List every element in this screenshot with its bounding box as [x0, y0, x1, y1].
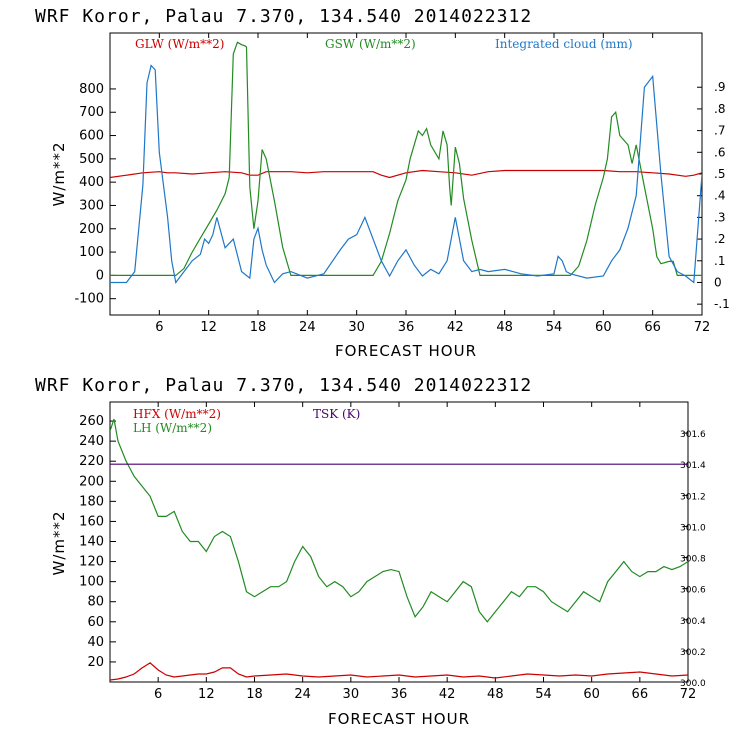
- x-tick-label: 36: [391, 687, 408, 702]
- right-tick-label: .6: [714, 145, 725, 159]
- chart-panel-2: WRF Koror, Palau 7.370, 134.540 20140223…: [35, 375, 706, 728]
- series-line-1: [110, 662, 688, 681]
- legend-entry: HFX (W/m**2): [133, 407, 221, 421]
- x-tick-label: 12: [198, 687, 215, 702]
- x-tick-label: 72: [694, 320, 711, 335]
- y-tick-label: 300: [79, 198, 104, 213]
- y-tick-label: 200: [79, 474, 104, 489]
- right-tick-label: -.1: [714, 297, 730, 311]
- x-tick-label: 42: [439, 687, 456, 702]
- series-line-3: [110, 64, 702, 284]
- x-tick-label: 42: [447, 320, 464, 335]
- right-tick-label: 301.0: [680, 523, 706, 533]
- y-tick-label: 60: [87, 615, 104, 630]
- series-line-2: [110, 41, 702, 276]
- y-tick-label: 800: [79, 82, 104, 97]
- right-tick-label: 300.4: [680, 617, 706, 627]
- x-tick-label: 66: [632, 687, 649, 702]
- y-axis-label: W/m**2: [50, 141, 68, 206]
- x-tick-label: 30: [343, 687, 360, 702]
- x-tick-label: 36: [398, 320, 415, 335]
- y-tick-label: 240: [79, 434, 104, 449]
- right-tick-label: .9: [714, 80, 725, 94]
- right-tick-label: 301.6: [680, 430, 706, 440]
- legend-entry: TSK (K): [313, 407, 360, 421]
- x-tick-label: 60: [583, 687, 600, 702]
- y-tick-label: 100: [79, 575, 104, 590]
- y-tick-label: 180: [79, 494, 104, 509]
- y-tick-label: 160: [79, 514, 104, 529]
- legend-entry: LH (W/m**2): [133, 421, 212, 435]
- x-tick-label: 54: [546, 320, 563, 335]
- x-tick-label: 66: [644, 320, 661, 335]
- x-tick-label: 18: [246, 687, 263, 702]
- series-line-1: [110, 169, 702, 179]
- right-tick-label: .1: [714, 254, 725, 268]
- x-tick-label: 6: [155, 320, 163, 335]
- y-tick-label: 500: [79, 152, 104, 167]
- y-tick-label: 700: [79, 105, 104, 120]
- y-tick-label: 40: [87, 635, 104, 650]
- x-tick-label: 60: [595, 320, 612, 335]
- right-tick-label: .5: [714, 167, 725, 181]
- right-tick-label: .2: [714, 232, 725, 246]
- y-tick-label: 400: [79, 175, 104, 190]
- right-tick-label: .8: [714, 102, 725, 116]
- legend-entry: GLW (W/m**2): [135, 37, 224, 51]
- right-tick-label: 301.4: [680, 461, 706, 471]
- x-tick-label: 18: [250, 320, 267, 335]
- y-tick-label: 100: [79, 245, 104, 260]
- y-tick-label: 140: [79, 534, 104, 549]
- right-tick-label: 0: [714, 275, 722, 289]
- right-tick-label: .7: [714, 124, 725, 138]
- x-tick-label: 24: [294, 687, 311, 702]
- y-axis-label: W/m**2: [50, 510, 68, 575]
- chart-title: WRF Koror, Palau 7.370, 134.540 20140223…: [35, 375, 532, 396]
- y-tick-label: 200: [79, 222, 104, 237]
- x-tick-label: 24: [299, 320, 316, 335]
- right-tick-label: 300.6: [680, 586, 706, 596]
- x-tick-label: 54: [535, 687, 552, 702]
- x-tick-label: 48: [496, 320, 513, 335]
- legend-entry: GSW (W/m**2): [325, 37, 416, 51]
- series-line-2: [110, 418, 688, 623]
- x-tick-label: 12: [200, 320, 217, 335]
- x-tick-label: 72: [680, 687, 697, 702]
- y-tick-label: -100: [74, 292, 104, 307]
- x-axis-label: FORECAST HOUR: [335, 342, 477, 360]
- right-tick-label: 300.8: [680, 555, 706, 565]
- chart-title: WRF Koror, Palau 7.370, 134.540 20140223…: [35, 6, 532, 27]
- right-tick-label: 301.2: [680, 492, 706, 502]
- right-tick-label: 300.0: [680, 679, 706, 689]
- x-tick-label: 48: [487, 687, 504, 702]
- y-tick-label: 120: [79, 555, 104, 570]
- right-tick-label: 300.2: [680, 648, 706, 658]
- y-tick-label: 80: [87, 595, 104, 610]
- right-tick-label: .4: [714, 189, 725, 203]
- y-tick-label: 220: [79, 454, 104, 469]
- x-tick-label: 6: [154, 687, 162, 702]
- x-tick-label: 30: [348, 320, 365, 335]
- chart-panel-1: WRF Koror, Palau 7.370, 134.540 20140223…: [35, 6, 730, 360]
- legend-entry: Integrated cloud (mm): [495, 37, 633, 51]
- y-tick-label: 0: [96, 268, 104, 283]
- y-tick-label: 260: [79, 414, 104, 429]
- y-tick-label: 600: [79, 129, 104, 144]
- right-tick-label: .3: [714, 210, 725, 224]
- y-tick-label: 20: [87, 655, 104, 670]
- x-axis-label: FORECAST HOUR: [328, 710, 470, 728]
